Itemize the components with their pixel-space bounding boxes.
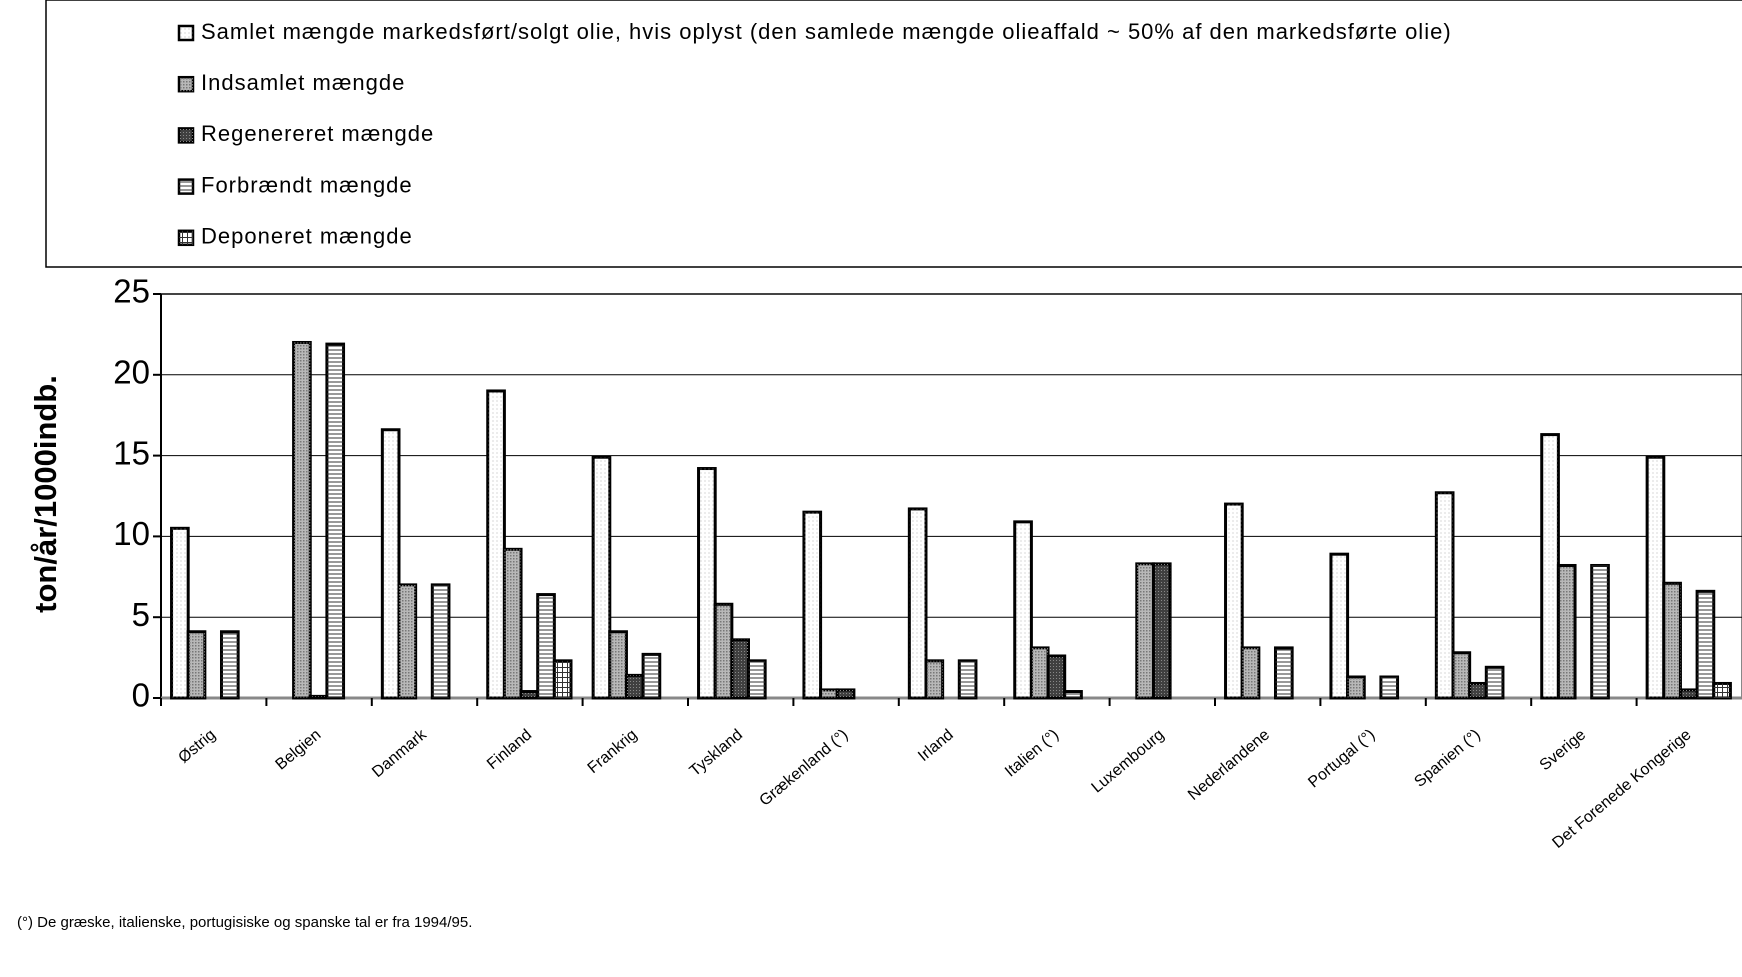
- bar-pattern: [554, 660, 572, 698]
- bar-pattern: [1541, 434, 1559, 698]
- bar-pattern: [1347, 676, 1365, 698]
- bar-pattern: [504, 549, 522, 698]
- bar-pattern: [1558, 565, 1576, 698]
- bar-pattern: [487, 390, 505, 698]
- bar-pattern: [1330, 554, 1348, 698]
- bar-pattern: [803, 512, 821, 698]
- x-tick-label: Danmark: [369, 726, 430, 781]
- y-tick-label: 10: [113, 515, 150, 552]
- x-tick-label: Italien (°): [1002, 726, 1062, 780]
- bar-pattern: [326, 344, 344, 698]
- bar-pattern: [909, 508, 926, 698]
- bar-pattern: [188, 631, 205, 698]
- legend-label: Indsamlet mængde: [201, 70, 405, 95]
- x-tick-label: Østrig: [175, 726, 219, 766]
- footnote: (°) De græske, italienske, portugisiske …: [17, 914, 472, 931]
- bar-pattern: [1663, 583, 1681, 698]
- x-tick-label: Frankrig: [585, 726, 641, 777]
- legend-label: Samlet mængde markedsført/solgt olie, hv…: [201, 19, 1452, 44]
- bar-pattern: [1486, 667, 1503, 698]
- y-tick-label: 25: [113, 273, 150, 310]
- bar-pattern: [731, 639, 749, 698]
- y-tick-label: 20: [113, 354, 150, 391]
- bar-pattern: [959, 660, 976, 698]
- bar-pattern: [748, 660, 766, 698]
- legend-swatch-pattern: [179, 128, 193, 143]
- bar-pattern: [820, 689, 838, 698]
- bar-pattern: [643, 654, 660, 698]
- y-tick-label: 5: [132, 596, 150, 633]
- bar-pattern: [1436, 492, 1453, 698]
- bar-pattern: [1697, 591, 1714, 698]
- bar-pattern: [310, 696, 327, 698]
- bar-pattern: [1031, 647, 1049, 698]
- x-tick-label: Finland: [484, 726, 535, 773]
- bar-pattern: [1275, 647, 1293, 698]
- bar-pattern: [1064, 691, 1082, 698]
- bar-pattern: [626, 675, 644, 698]
- x-tick-label: Grækenland (°): [757, 726, 852, 809]
- bar-pattern: [1136, 563, 1154, 698]
- x-tick-label: Sverige: [1537, 726, 1590, 774]
- bar-pattern: [1153, 563, 1171, 698]
- legend-label: Forbrændt mængde: [201, 172, 413, 197]
- bar-pattern: [698, 468, 716, 698]
- y-axis-label: ton/år/1000indb.: [28, 375, 63, 613]
- bar-pattern: [537, 594, 555, 698]
- bar-pattern: [1225, 504, 1243, 698]
- bar-pattern: [925, 660, 943, 698]
- y-tick-label: 0: [132, 677, 150, 714]
- bar-pattern: [382, 429, 399, 698]
- legend-swatch-pattern: [179, 230, 193, 245]
- legend-swatch-pattern: [179, 179, 193, 194]
- bar-pattern: [715, 604, 732, 698]
- legend-box: [45, 0, 1742, 268]
- bar-pattern: [1680, 689, 1698, 698]
- x-tick-label: Belgien: [273, 726, 325, 773]
- legend-label: Deponeret mængde: [201, 224, 413, 249]
- bar-pattern: [837, 689, 854, 698]
- bar-pattern: [398, 584, 416, 698]
- bar-pattern: [1048, 655, 1065, 698]
- bar-pattern: [171, 528, 189, 698]
- bar-pattern: [1713, 683, 1731, 698]
- x-tick-label: Irland: [915, 726, 957, 765]
- bar-pattern: [521, 691, 538, 698]
- bar-pattern: [1380, 676, 1398, 698]
- y-tick-label: 15: [113, 434, 150, 471]
- bar-pattern: [1647, 457, 1664, 698]
- legend-label: Regenereret mængde: [201, 121, 434, 146]
- bar-pattern: [609, 631, 627, 698]
- x-tick-label: Tyskland: [687, 726, 746, 780]
- x-tick-label: Portugal (°): [1305, 726, 1378, 791]
- bar-pattern: [1469, 683, 1487, 698]
- bar-pattern: [1591, 565, 1609, 698]
- bar-pattern: [432, 584, 449, 698]
- bar-pattern: [1452, 652, 1470, 698]
- x-tick-label: Luxembourg: [1089, 726, 1168, 796]
- bar-pattern: [221, 631, 239, 698]
- x-tick-label: Nederlandene: [1185, 726, 1273, 804]
- legend-swatch-pattern: [179, 77, 193, 92]
- bar-pattern: [293, 342, 311, 698]
- bar-pattern: [593, 457, 610, 698]
- bar-pattern: [1014, 521, 1032, 698]
- legend-swatch-pattern: [179, 26, 193, 40]
- x-tick-label: Spanien (°): [1411, 726, 1483, 791]
- bar-pattern: [1242, 647, 1259, 698]
